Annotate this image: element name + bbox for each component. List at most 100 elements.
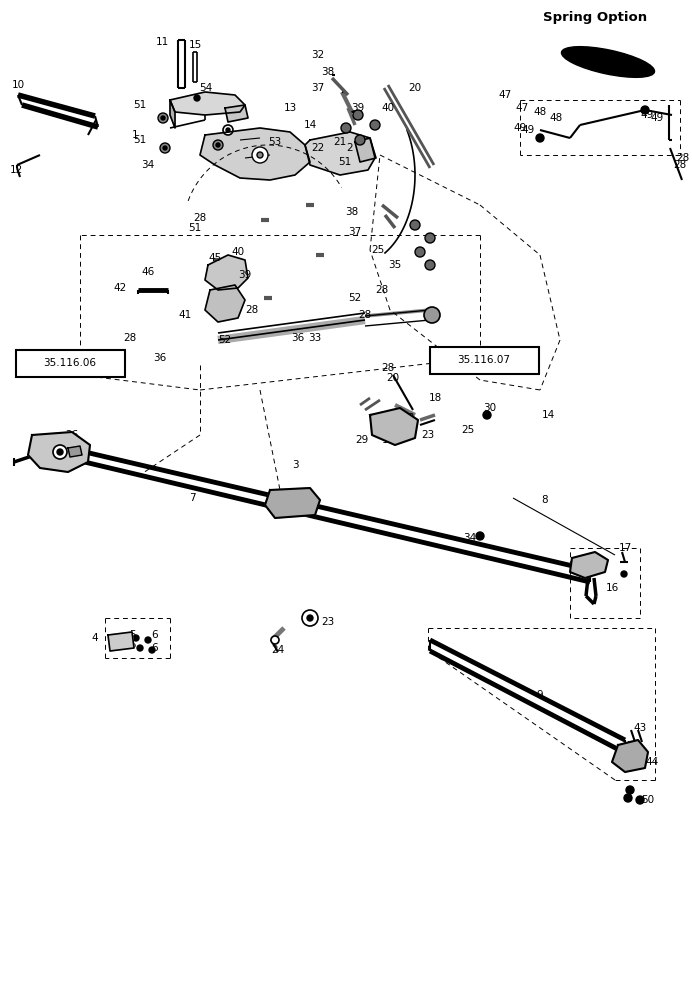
Circle shape [410,220,420,230]
Text: 30: 30 [484,403,497,413]
Text: 48: 48 [549,113,563,123]
Circle shape [226,128,230,132]
Circle shape [641,106,649,114]
Text: 18: 18 [401,413,415,423]
Circle shape [355,135,365,145]
Text: 44: 44 [646,757,659,767]
Text: 27: 27 [31,450,44,460]
Text: 17: 17 [619,543,632,553]
Text: 23: 23 [321,617,335,627]
Text: 14: 14 [541,410,554,420]
Text: 36: 36 [291,333,304,343]
Circle shape [163,146,167,150]
Text: 36: 36 [154,353,167,363]
Text: 28: 28 [358,310,372,320]
Text: 28: 28 [673,160,686,170]
Ellipse shape [561,47,655,77]
Text: 40: 40 [231,247,244,257]
Circle shape [271,636,279,644]
Circle shape [194,95,200,101]
Circle shape [57,449,63,455]
Polygon shape [355,138,376,162]
Polygon shape [28,432,90,472]
Circle shape [626,786,634,794]
Circle shape [636,796,644,804]
Text: 25: 25 [462,425,475,435]
Text: 39: 39 [352,103,365,113]
Text: 24: 24 [271,645,284,655]
Text: 48: 48 [534,107,547,117]
Circle shape [424,307,440,323]
Text: 53: 53 [268,137,282,147]
Circle shape [353,110,363,120]
Text: 16: 16 [606,583,619,593]
Text: 22: 22 [311,143,325,153]
FancyBboxPatch shape [430,347,539,374]
Text: 11: 11 [156,37,169,47]
Circle shape [536,134,544,142]
Text: 34: 34 [464,533,477,543]
Text: 37: 37 [311,83,325,93]
Circle shape [370,120,380,130]
Circle shape [621,571,627,577]
Text: 2: 2 [347,143,354,153]
Circle shape [137,645,143,651]
Text: 3: 3 [292,460,298,470]
Text: 45: 45 [208,253,221,263]
Circle shape [257,152,263,158]
Text: 15: 15 [188,40,201,50]
Circle shape [133,635,139,641]
Text: 23: 23 [421,430,435,440]
Circle shape [252,147,268,163]
Text: Spring Option: Spring Option [543,11,647,24]
Text: 8: 8 [542,495,548,505]
Text: 28: 28 [193,213,207,223]
Circle shape [425,260,435,270]
Polygon shape [265,488,320,518]
Text: 6: 6 [152,643,158,653]
Text: 47: 47 [516,103,529,113]
Text: 51: 51 [188,223,201,233]
Polygon shape [108,632,134,651]
Text: 49: 49 [513,123,527,133]
Text: 52: 52 [219,335,232,345]
Text: 21: 21 [334,137,347,147]
Text: 20: 20 [408,83,421,93]
Text: 49: 49 [650,113,664,123]
Polygon shape [170,100,175,128]
Text: 32: 32 [311,50,325,60]
Polygon shape [68,446,82,457]
Text: 29: 29 [356,435,369,445]
Text: 26: 26 [65,430,79,440]
Text: 25: 25 [372,245,385,255]
Text: 14: 14 [303,120,317,130]
Text: 51: 51 [134,100,147,110]
Text: 28: 28 [381,363,394,373]
Circle shape [476,532,484,540]
Circle shape [425,233,435,243]
Polygon shape [225,105,248,122]
Text: 38: 38 [345,207,358,217]
Circle shape [223,125,233,135]
Text: 51: 51 [134,135,147,145]
Text: 46: 46 [141,267,154,277]
Text: 5: 5 [129,630,136,640]
Circle shape [161,116,165,120]
Circle shape [149,647,155,653]
Polygon shape [170,92,245,115]
Text: 49: 49 [640,110,654,120]
Text: 20: 20 [386,373,399,383]
Circle shape [53,445,67,459]
Text: 6: 6 [152,630,158,640]
Polygon shape [305,132,375,175]
Polygon shape [570,552,608,578]
Text: 49: 49 [521,125,535,135]
Text: 33: 33 [309,333,322,343]
Text: 28: 28 [375,285,389,295]
Text: 10: 10 [12,80,24,90]
Text: 52: 52 [348,293,362,303]
Text: 28: 28 [123,333,136,343]
Text: 41: 41 [179,310,192,320]
Text: 43: 43 [633,723,646,733]
Text: 28: 28 [246,305,259,315]
